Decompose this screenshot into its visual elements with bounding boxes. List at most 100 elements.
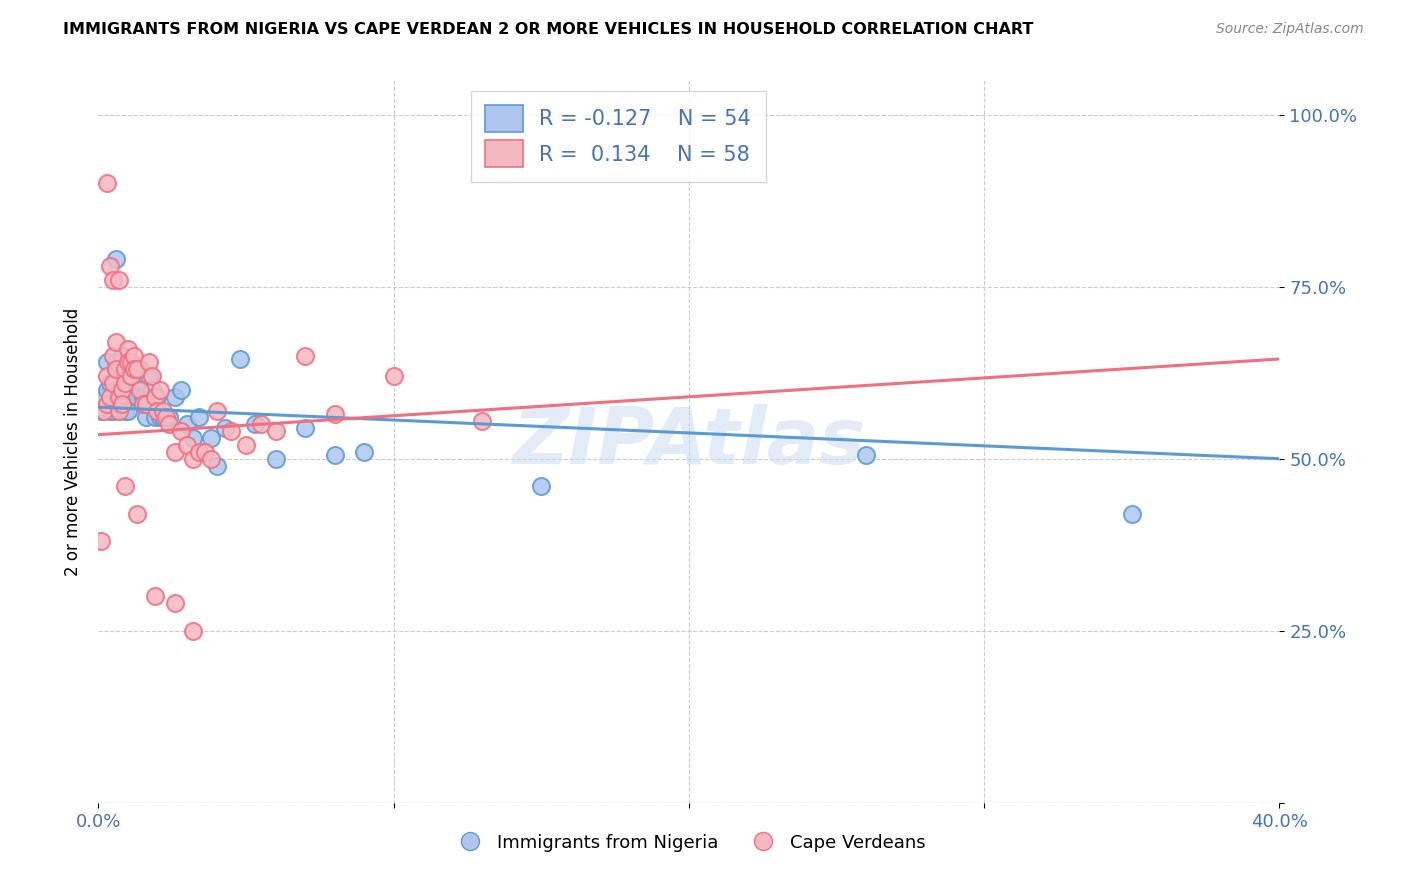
Text: IMMIGRANTS FROM NIGERIA VS CAPE VERDEAN 2 OR MORE VEHICLES IN HOUSEHOLD CORRELAT: IMMIGRANTS FROM NIGERIA VS CAPE VERDEAN … [63, 22, 1033, 37]
Point [117, 362, 139, 376]
Point [122, 349, 145, 363]
Point [103, 376, 125, 390]
Point [111, 397, 134, 411]
Point [157, 410, 180, 425]
Point [200, 451, 222, 466]
Point [96, 355, 118, 369]
Point [181, 624, 204, 638]
Point [128, 383, 150, 397]
Point [103, 349, 125, 363]
Point [120, 355, 142, 369]
Point [143, 410, 166, 425]
Legend: Immigrants from Nigeria, Cape Verdeans: Immigrants from Nigeria, Cape Verdeans [444, 826, 934, 859]
Point [111, 349, 134, 363]
Point [1121, 507, 1143, 521]
Point [103, 403, 125, 417]
Point [157, 417, 180, 432]
Point [200, 431, 222, 445]
Point [117, 403, 139, 417]
Point [165, 390, 187, 404]
Point [382, 369, 405, 384]
Point [132, 397, 155, 411]
Point [264, 424, 287, 438]
Point [176, 438, 198, 452]
Point [103, 273, 125, 287]
Point [114, 397, 136, 411]
Point [170, 383, 193, 397]
Point [117, 342, 139, 356]
Point [294, 349, 316, 363]
Point [111, 383, 134, 397]
Point [323, 407, 346, 421]
Point [152, 410, 174, 425]
Point [143, 390, 166, 404]
Point [117, 355, 139, 369]
Point [108, 273, 131, 287]
Point [135, 410, 157, 425]
Point [122, 369, 145, 384]
Point [323, 448, 346, 462]
Point [138, 369, 160, 384]
Point [114, 362, 136, 376]
Point [125, 362, 148, 376]
Point [105, 362, 128, 376]
Point [181, 431, 204, 445]
Point [294, 421, 316, 435]
Point [114, 479, 136, 493]
Point [125, 390, 148, 404]
Point [132, 390, 155, 404]
Point [141, 369, 163, 384]
Point [117, 383, 139, 397]
Point [122, 362, 145, 376]
Point [194, 445, 217, 459]
Point [165, 445, 187, 459]
Point [187, 445, 209, 459]
Point [135, 397, 157, 411]
Point [96, 369, 118, 384]
Point [250, 417, 273, 432]
Point [105, 397, 128, 411]
Point [108, 397, 131, 411]
Point [105, 355, 128, 369]
Point [105, 252, 128, 267]
Point [114, 376, 136, 390]
Point [235, 438, 257, 452]
Point [152, 403, 174, 417]
Point [471, 414, 494, 428]
Text: ZIPAtlas: ZIPAtlas [512, 403, 866, 480]
Point [111, 369, 134, 384]
Point [125, 383, 148, 397]
Point [93, 390, 115, 404]
Point [149, 383, 172, 397]
Point [243, 417, 266, 432]
Point [96, 383, 118, 397]
Point [170, 424, 193, 438]
Point [138, 355, 160, 369]
Point [143, 590, 166, 604]
Point [146, 390, 169, 404]
Point [221, 424, 243, 438]
Point [98, 390, 121, 404]
Point [125, 507, 148, 521]
Point [120, 369, 142, 384]
Point [229, 351, 252, 366]
Point [181, 451, 204, 466]
Point [187, 410, 209, 425]
Point [205, 403, 228, 417]
Point [105, 334, 128, 349]
Point [114, 403, 136, 417]
Point [176, 417, 198, 432]
Y-axis label: 2 or more Vehicles in Household: 2 or more Vehicles in Household [63, 308, 82, 575]
Point [108, 403, 131, 417]
Point [93, 403, 115, 417]
Point [108, 383, 131, 397]
Point [264, 451, 287, 466]
Point [120, 376, 142, 390]
Point [155, 410, 177, 425]
Point [214, 421, 236, 435]
Point [98, 403, 121, 417]
Point [98, 259, 121, 273]
Point [98, 376, 121, 390]
Point [128, 362, 150, 376]
Point [855, 448, 877, 462]
